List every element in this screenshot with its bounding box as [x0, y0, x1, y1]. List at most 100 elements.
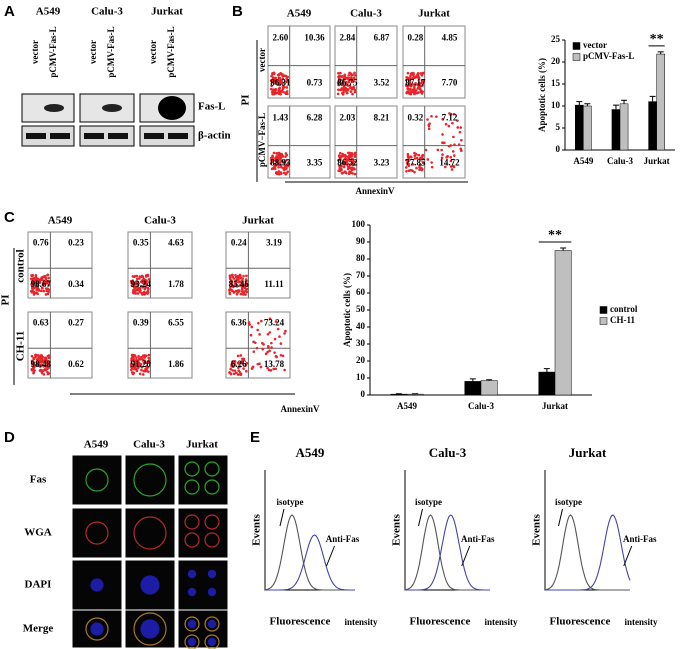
curve-label: isotype [277, 497, 304, 507]
quadrant-value: 73.24 [264, 317, 285, 327]
event [452, 164, 455, 168]
micrograph [71, 454, 123, 506]
event [407, 159, 410, 163]
event [284, 167, 288, 171]
event [450, 112, 453, 116]
event [242, 367, 245, 370]
event [32, 293, 36, 296]
event [348, 154, 352, 157]
event [353, 172, 357, 176]
quadrant-value: 3.35 [307, 158, 323, 168]
event [45, 360, 49, 364]
event [280, 159, 284, 163]
event [436, 148, 440, 152]
event [350, 78, 354, 82]
event [418, 168, 421, 171]
axis-label: PI [240, 95, 252, 106]
event [421, 157, 425, 161]
event [35, 277, 39, 280]
micrograph [177, 454, 229, 506]
y-tick-label: 25 [551, 34, 561, 44]
event [138, 288, 142, 292]
event [229, 371, 232, 375]
event [240, 290, 244, 293]
event [347, 80, 351, 83]
bar [648, 101, 657, 151]
x-tick-label: Calu-3 [468, 401, 495, 411]
event [237, 373, 240, 376]
quadrant-value: 0.35 [133, 237, 149, 247]
event [279, 92, 282, 96]
event [351, 160, 354, 164]
row-label: β-actin [198, 130, 231, 142]
event [406, 87, 409, 91]
event [31, 274, 34, 278]
axis-label: Fluorescence [550, 616, 611, 628]
event [243, 284, 247, 288]
event [349, 90, 353, 93]
event [419, 157, 423, 161]
event [239, 292, 243, 296]
event [233, 361, 236, 364]
membrane [184, 616, 200, 632]
event [231, 273, 234, 277]
x-tick-label: Calu-3 [607, 156, 634, 166]
error-bar [612, 104, 619, 110]
event [420, 92, 424, 95]
event [34, 353, 38, 357]
event [32, 371, 35, 375]
micrograph [177, 559, 229, 611]
row-label: DAPI [25, 579, 52, 591]
event [244, 289, 248, 292]
micrograph [124, 454, 176, 506]
event [230, 280, 233, 283]
y-tick-label: 20 [356, 355, 366, 365]
event [452, 135, 455, 139]
event [275, 158, 279, 162]
flow-plot [334, 25, 398, 99]
event [410, 90, 414, 94]
event [349, 76, 353, 79]
quadrant-value: 0.39 [133, 317, 149, 327]
nucleus [187, 619, 197, 629]
membrane [204, 634, 220, 649]
event [130, 362, 133, 365]
event [269, 87, 273, 91]
event [39, 368, 43, 372]
blot [21, 125, 75, 147]
x-tick-label: A549 [573, 156, 593, 166]
event [261, 341, 264, 345]
event [430, 161, 433, 164]
event [47, 363, 50, 367]
event [266, 366, 269, 370]
pointer [623, 545, 633, 567]
event [281, 82, 284, 85]
event [228, 274, 232, 278]
event [46, 292, 50, 296]
event [33, 369, 36, 372]
band [102, 104, 122, 112]
quadrant-value: 98.48 [31, 359, 52, 369]
event [409, 74, 412, 78]
event [132, 354, 136, 357]
event [427, 127, 431, 131]
event [271, 154, 274, 158]
event [230, 365, 234, 368]
error-bar [486, 379, 493, 381]
event [235, 292, 239, 296]
event [136, 366, 140, 370]
event [245, 361, 249, 365]
membrane [184, 461, 200, 477]
bar [619, 103, 629, 151]
event [239, 276, 243, 280]
y-tick-label: 50 [356, 304, 366, 314]
event [136, 277, 139, 281]
event [278, 158, 281, 161]
event [278, 80, 282, 84]
quadrant-value: 7.12 [442, 112, 458, 122]
event [344, 171, 348, 175]
event [417, 76, 421, 79]
pointer [461, 545, 471, 567]
event [342, 86, 346, 90]
